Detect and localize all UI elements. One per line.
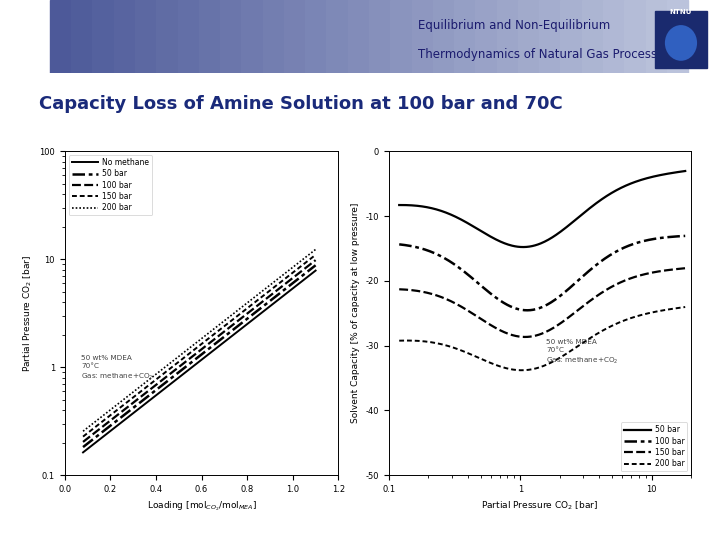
Text: Thermodynamics of Natural Gas Processing: Thermodynamics of Natural Gas Processing [418, 48, 675, 61]
Bar [603, 0, 624, 73]
Bar [390, 0, 412, 73]
Bar [92, 0, 114, 73]
Bar [624, 0, 646, 73]
Bar [475, 0, 497, 73]
Legend: 50 bar, 100 bar, 150 bar, 200 bar: 50 bar, 100 bar, 150 bar, 200 bar [621, 422, 688, 471]
Bar [284, 0, 305, 73]
Bar [135, 0, 156, 73]
Bar [220, 0, 241, 73]
Bar [156, 0, 178, 73]
Text: 50 wt% MDEA
70°C
Gas: methane+CO$_2$: 50 wt% MDEA 70°C Gas: methane+CO$_2$ [546, 339, 618, 366]
Circle shape [664, 24, 698, 62]
Bar [582, 0, 603, 73]
Bar [263, 0, 284, 73]
Text: 50 wt% MDEA
70°C
Gas: methane+CO$_2$: 50 wt% MDEA 70°C Gas: methane+CO$_2$ [81, 355, 154, 382]
Bar [539, 0, 560, 73]
X-axis label: Partial Pressure CO$_2$ [bar]: Partial Pressure CO$_2$ [bar] [482, 500, 598, 512]
Bar [71, 0, 92, 73]
Bar [667, 0, 688, 73]
Bar [412, 0, 433, 73]
Bar [305, 0, 326, 73]
Bar [560, 0, 582, 73]
Bar [518, 0, 539, 73]
Bar [497, 0, 518, 73]
Bar [348, 0, 369, 73]
Bar [433, 0, 454, 73]
Bar [369, 0, 390, 73]
Bar [199, 0, 220, 73]
X-axis label: Loading [mol$_{CO_2}$/mol$_{MEA}$]: Loading [mol$_{CO_2}$/mol$_{MEA}$] [147, 500, 256, 513]
Y-axis label: Partial Pressure CO$_2$ [bar]: Partial Pressure CO$_2$ [bar] [22, 255, 34, 372]
Legend: No methane, 50 bar, 100 bar, 150 bar, 200 bar: No methane, 50 bar, 100 bar, 150 bar, 20… [68, 155, 153, 215]
Bar [50, 0, 71, 73]
Text: NTNU: NTNU [670, 9, 692, 15]
Text: Equilibrium and Non-Equilibrium: Equilibrium and Non-Equilibrium [418, 19, 611, 32]
Bar [178, 0, 199, 73]
Bar [454, 0, 475, 73]
Text: Capacity Loss of Amine Solution at 100 bar and 70C: Capacity Loss of Amine Solution at 100 b… [39, 95, 563, 113]
Bar [326, 0, 348, 73]
Bar [646, 0, 667, 73]
FancyBboxPatch shape [654, 10, 706, 68]
Y-axis label: Solvent Capacity [% of capacity at low pressure]: Solvent Capacity [% of capacity at low p… [351, 203, 360, 423]
Bar [241, 0, 263, 73]
Bar [114, 0, 135, 73]
